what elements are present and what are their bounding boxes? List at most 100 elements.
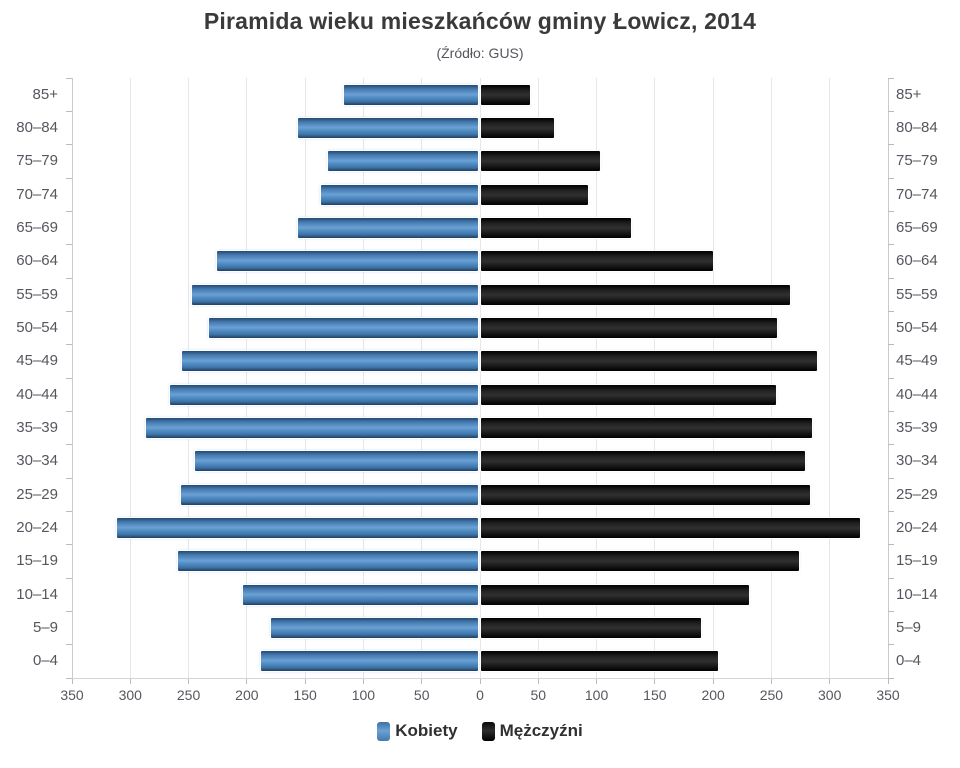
bar-mezczyzni-25–29[interactable] — [481, 484, 810, 505]
bar-mezczyzni-50–54[interactable] — [481, 318, 778, 338]
x-axis-tick — [596, 679, 598, 684]
bar-mezczyzni-85+[interactable] — [481, 84, 530, 105]
y-axis-tick-right — [888, 510, 894, 512]
x-axis-label: 250 — [759, 687, 784, 703]
x-axis-tick — [770, 679, 772, 684]
x-axis-tick — [887, 679, 889, 684]
bar-kobiety-85+[interactable] — [343, 84, 478, 105]
age-label-right: 70–74 — [896, 185, 938, 203]
x-axis-label: 100 — [584, 687, 609, 703]
y-axis-tick-left — [66, 444, 72, 446]
y-axis-tick-right — [888, 644, 894, 646]
bar-kobiety-15–19[interactable] — [178, 551, 478, 572]
y-axis-tick-left — [66, 77, 72, 79]
y-axis-tick-right — [888, 544, 894, 546]
x-axis-label: 50 — [413, 687, 430, 703]
y-axis-tick-left — [66, 344, 72, 346]
y-axis-tick-left — [66, 677, 72, 679]
age-label-right: 35–39 — [896, 419, 938, 436]
bar-mezczyzni-20–24[interactable] — [481, 518, 860, 538]
bar-mezczyzni-55–59[interactable] — [481, 284, 790, 305]
legend-label-kobiety: Kobiety — [395, 721, 458, 740]
gridline — [421, 78, 423, 678]
age-label-right: 25–29 — [896, 485, 938, 503]
bar-kobiety-20–24[interactable] — [116, 518, 478, 538]
age-label-right: 10–14 — [896, 585, 938, 603]
bar-kobiety-50–54[interactable] — [208, 318, 478, 338]
mezczyzni-swatch-icon — [481, 721, 495, 741]
bar-mezczyzni-75–79[interactable] — [481, 151, 600, 172]
x-axis-tick — [246, 679, 248, 684]
y-axis-tick-left — [66, 210, 72, 212]
x-axis-tick — [479, 679, 481, 684]
y-axis-tick-left — [66, 310, 72, 312]
age-label-right: 60–64 — [896, 252, 938, 270]
age-label-left: 75–79 — [16, 152, 58, 170]
bar-kobiety-5–9[interactable] — [270, 618, 478, 638]
age-label-right: 0–4 — [896, 652, 922, 670]
age-label-left: 40–44 — [16, 385, 58, 403]
bar-mezczyzni-80–84[interactable] — [481, 118, 555, 138]
bar-mezczyzni-5–9[interactable] — [481, 618, 702, 638]
x-axis-label: 300 — [118, 687, 142, 703]
age-label-right: 30–34 — [896, 452, 938, 470]
y-axis-tick-right — [888, 577, 894, 579]
y-axis-tick-right — [888, 410, 894, 412]
x-axis-label: 150 — [293, 687, 317, 703]
y-axis-tick-left — [66, 644, 72, 646]
y-axis-tick-left — [66, 377, 72, 379]
bar-kobiety-65–69[interactable] — [298, 218, 478, 238]
legend-item-mezczyzni[interactable]: Mężczyźni — [481, 721, 583, 741]
bar-mezczyzni-10–14[interactable] — [481, 584, 750, 605]
x-axis-tick — [304, 679, 306, 684]
bar-kobiety-45–49[interactable] — [181, 351, 478, 372]
bar-kobiety-75–79[interactable] — [327, 151, 478, 172]
bar-mezczyzni-45–49[interactable] — [481, 351, 817, 372]
gridline — [770, 78, 772, 678]
x-axis-label: 300 — [818, 687, 842, 703]
bar-mezczyzni-60–64[interactable] — [481, 251, 713, 272]
bar-mezczyzni-40–44[interactable] — [481, 384, 776, 405]
bar-kobiety-10–14[interactable] — [242, 584, 478, 605]
bar-kobiety-25–29[interactable] — [180, 484, 478, 505]
bar-kobiety-35–39[interactable] — [145, 418, 478, 438]
legend-item-kobiety[interactable]: Kobiety — [377, 721, 458, 741]
age-label-left: 65–69 — [16, 219, 58, 236]
bar-kobiety-30–34[interactable] — [194, 451, 478, 472]
gridline — [71, 78, 73, 678]
age-label-left: 5–9 — [32, 619, 58, 636]
bar-kobiety-40–44[interactable] — [170, 384, 478, 405]
x-axis-tick — [829, 679, 831, 684]
gridline — [537, 78, 539, 678]
age-label-right: 15–19 — [896, 552, 938, 570]
age-label-right: 5–9 — [896, 619, 922, 636]
x-axis-tick — [71, 679, 73, 684]
age-label-left: 30–34 — [16, 452, 58, 470]
bar-kobiety-0–4[interactable] — [261, 651, 478, 672]
bar-mezczyzni-65–69[interactable] — [481, 218, 632, 238]
bar-mezczyzni-0–4[interactable] — [481, 651, 718, 672]
age-label-right: 85+ — [896, 85, 922, 103]
bar-mezczyzni-15–19[interactable] — [481, 551, 800, 572]
y-axis-tick-left — [66, 510, 72, 512]
y-axis-tick-right — [888, 377, 894, 379]
bar-kobiety-70–74[interactable] — [320, 184, 478, 205]
y-axis-tick-right — [888, 610, 894, 612]
bar-kobiety-60–64[interactable] — [216, 251, 478, 272]
x-axis-tick — [654, 679, 656, 684]
bar-mezczyzni-30–34[interactable] — [481, 451, 806, 472]
age-label-right: 50–54 — [896, 319, 938, 336]
x-axis-label: 200 — [235, 687, 259, 703]
age-label-left: 80–84 — [16, 119, 58, 136]
bar-mezczyzni-70–74[interactable] — [481, 184, 589, 205]
age-label-left: 10–14 — [16, 585, 58, 603]
bar-kobiety-55–59[interactable] — [192, 284, 478, 305]
bar-mezczyzni-35–39[interactable] — [481, 418, 813, 438]
bar-kobiety-80–84[interactable] — [298, 118, 478, 138]
chart-subtitle: (Źródło: GUS) — [436, 45, 524, 61]
x-axis-label: 0 — [476, 687, 484, 703]
gridline — [479, 78, 481, 678]
y-axis-tick-right — [888, 77, 894, 79]
y-axis-tick-right — [888, 210, 894, 212]
